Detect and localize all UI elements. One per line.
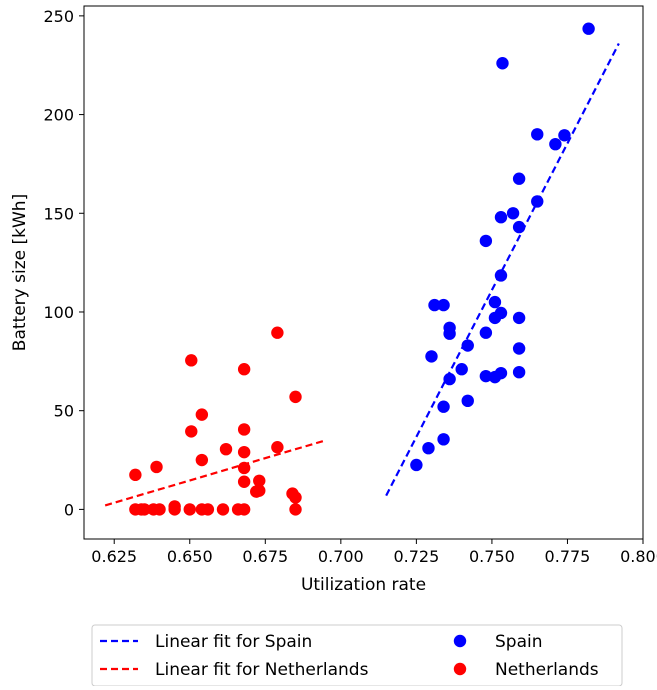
data-point-netherlands bbox=[138, 503, 151, 516]
data-point-netherlands bbox=[237, 445, 251, 459]
data-point-netherlands bbox=[237, 423, 251, 436]
data-point-netherlands bbox=[185, 354, 198, 367]
data-point-spain bbox=[437, 298, 450, 312]
legend-label-linear-fit-for-netherlands: Linear fit for Netherlands bbox=[155, 660, 369, 680]
data-point-spain bbox=[461, 339, 474, 352]
data-point-netherlands bbox=[183, 503, 196, 516]
data-point-spain bbox=[461, 394, 474, 408]
legend-swatch-spain bbox=[453, 634, 467, 648]
data-point-netherlands bbox=[195, 453, 209, 467]
axes-frame bbox=[83, 5, 644, 540]
y-tick-label: 250 bbox=[43, 7, 74, 26]
legend-label-netherlands: Netherlands bbox=[495, 660, 599, 680]
data-point-netherlands bbox=[201, 503, 215, 516]
data-point-spain bbox=[558, 129, 571, 142]
legend-swatch-netherlands bbox=[453, 662, 467, 676]
data-point-netherlands bbox=[237, 461, 251, 475]
data-point-spain bbox=[494, 306, 508, 320]
data-point-spain bbox=[455, 363, 468, 376]
data-point-netherlands bbox=[289, 503, 302, 516]
x-tick-label: 0.800 bbox=[620, 547, 657, 566]
data-point-spain bbox=[494, 366, 508, 380]
data-point-spain bbox=[494, 211, 508, 224]
y-axis-label: Battery size [kWh] bbox=[10, 194, 30, 351]
y-tick-label: 150 bbox=[43, 204, 74, 223]
data-point-netherlands bbox=[150, 460, 163, 474]
data-point-netherlands bbox=[216, 503, 230, 516]
legend-label-spain: Spain bbox=[495, 632, 543, 652]
data-point-spain bbox=[582, 22, 595, 35]
data-point-spain bbox=[422, 441, 435, 455]
y-tick-label: 0 bbox=[64, 500, 74, 519]
fit-line-spain bbox=[385, 43, 620, 497]
x-tick-label: 0.625 bbox=[91, 547, 137, 566]
data-point-spain bbox=[512, 342, 526, 355]
data-point-spain bbox=[512, 172, 526, 185]
data-point-spain bbox=[549, 137, 562, 151]
x-tick-label: 0.750 bbox=[469, 547, 515, 566]
x-tick-label: 0.650 bbox=[167, 547, 213, 566]
plot-area bbox=[104, 22, 620, 516]
data-point-netherlands bbox=[237, 363, 251, 376]
data-point-netherlands bbox=[219, 442, 233, 456]
data-point-netherlands bbox=[185, 425, 198, 438]
axes: 0.625 0.650 0.675 0.700 0.725 0.750 0.775 0.80 0… bbox=[43, 5, 657, 566]
data-point-netherlands bbox=[289, 390, 302, 404]
legend: Linear fit for Spain Spain Linear fit for … bbox=[91, 624, 623, 687]
data-point-spain bbox=[410, 458, 423, 472]
data-point-netherlands bbox=[168, 500, 181, 513]
legend-label-linear-fit-for-spain: Linear fit for Spain bbox=[155, 632, 312, 652]
data-point-netherlands bbox=[153, 503, 166, 516]
data-point-spain bbox=[443, 327, 456, 340]
data-point-spain bbox=[512, 365, 526, 379]
y-tick-label: 200 bbox=[43, 106, 74, 125]
x-tick-label: 0.700 bbox=[318, 547, 364, 566]
data-point-netherlands bbox=[253, 484, 266, 497]
x-axis-label: Utilization rate bbox=[301, 575, 426, 595]
data-point-spain bbox=[488, 295, 502, 309]
data-point-spain bbox=[479, 234, 493, 248]
y-tick-label: 50 bbox=[54, 402, 74, 421]
data-point-netherlands bbox=[237, 503, 251, 516]
data-point-spain bbox=[479, 326, 493, 339]
data-point-spain bbox=[512, 311, 526, 325]
fit-line-netherlands bbox=[104, 439, 327, 507]
data-point-spain bbox=[531, 128, 544, 141]
data-point-netherlands bbox=[271, 441, 284, 454]
data-point-spain bbox=[443, 372, 456, 386]
data-point-netherlands bbox=[195, 408, 209, 421]
data-point-netherlands bbox=[129, 468, 142, 482]
data-point-spain bbox=[479, 369, 493, 383]
data-point-netherlands bbox=[253, 474, 266, 487]
data-point-spain bbox=[496, 57, 509, 70]
data-point-spain bbox=[437, 400, 450, 413]
data-point-spain bbox=[506, 207, 520, 220]
data-point-netherlands bbox=[237, 475, 251, 488]
data-point-spain bbox=[437, 433, 450, 446]
data-point-spain bbox=[425, 350, 438, 363]
data-point-netherlands bbox=[289, 491, 302, 504]
y-tick-label: 100 bbox=[43, 303, 74, 322]
x-tick-label: 0.675 bbox=[242, 547, 288, 566]
x-tick-label: 0.775 bbox=[545, 547, 591, 566]
x-tick-label: 0.725 bbox=[393, 547, 439, 566]
data-point-netherlands bbox=[271, 326, 284, 339]
data-point-spain bbox=[428, 298, 441, 312]
